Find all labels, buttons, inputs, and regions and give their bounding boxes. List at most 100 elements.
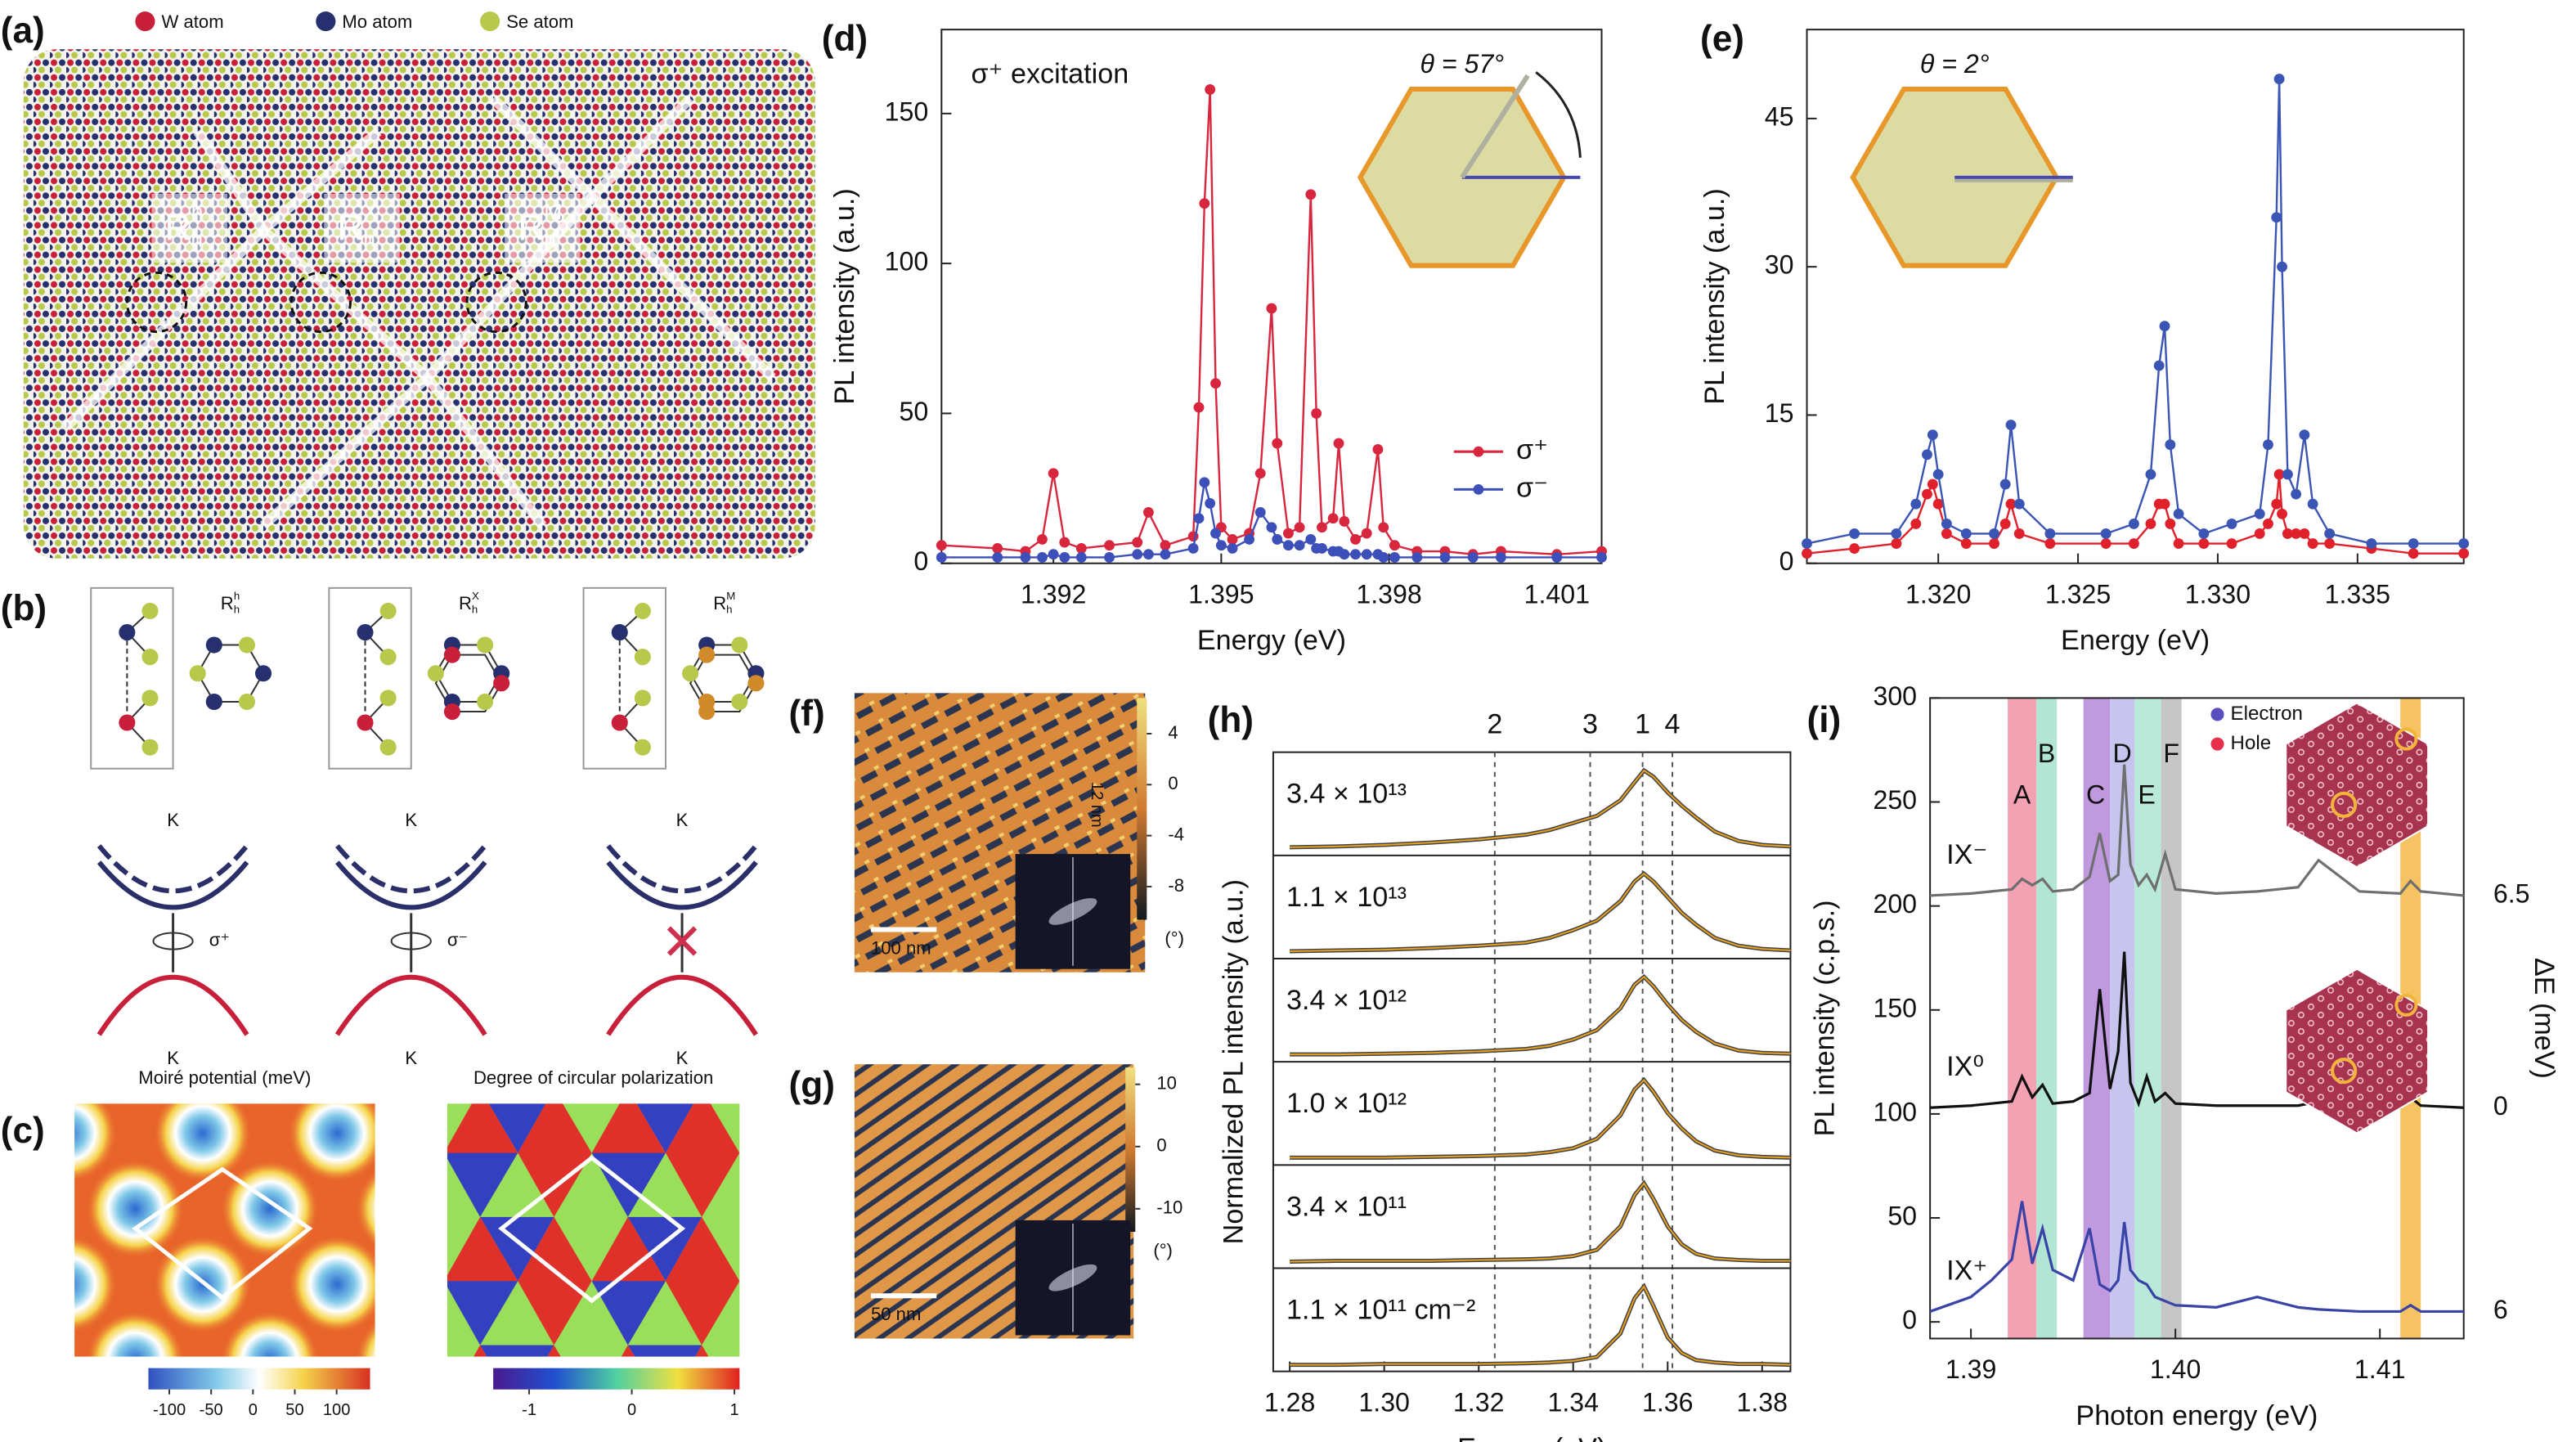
data-point [1104, 551, 1115, 563]
data-point [1254, 468, 1266, 479]
label: B [2038, 739, 2055, 768]
moire-boundary [588, 95, 694, 201]
label: Se atom [506, 11, 573, 32]
data-point [1910, 498, 1922, 510]
label-base: R [165, 208, 191, 248]
data-point [2408, 538, 2419, 549]
label: 1.39 [1945, 1354, 1997, 1384]
data-point [2254, 508, 2265, 519]
label: Normalized PL intensity (a.u.) [1218, 879, 1250, 1244]
data-point [1294, 522, 1305, 533]
data-point [1327, 513, 1339, 524]
label: 100 [1873, 1097, 1917, 1126]
label: σ⁺ [1516, 434, 1548, 465]
atom [379, 602, 397, 620]
label: (°) [1165, 928, 1184, 948]
data-point [1932, 498, 1944, 510]
legend-atom [316, 11, 336, 32]
data-point [2458, 548, 2470, 559]
moire-boundary [489, 95, 595, 201]
data-point [2013, 498, 2025, 510]
data-point [1989, 528, 1999, 539]
data-point [2324, 538, 2336, 549]
atom [379, 739, 397, 756]
data-point [2100, 528, 2112, 539]
data-point [1160, 540, 1171, 551]
data-point [2128, 518, 2139, 529]
label: σ⁻ [1516, 472, 1548, 503]
label-sup: M [544, 200, 562, 224]
label-sup: X [472, 589, 479, 601]
label: 3.4 × 10¹² [1286, 985, 1407, 1016]
atom [238, 636, 255, 654]
data-point [1104, 540, 1115, 551]
label-sup: h [191, 200, 204, 224]
legend-dot [2210, 708, 2224, 721]
label: Energy (eV) [1457, 1433, 1606, 1442]
atom [141, 690, 159, 707]
label-sup: M [726, 589, 735, 601]
label: Energy (eV) [2061, 625, 2210, 656]
plot-frame [1929, 697, 2465, 1340]
data-point [1020, 551, 1031, 563]
label: 100 nm [871, 937, 931, 958]
label: Mo atom [342, 11, 412, 32]
atom [477, 693, 494, 711]
moire-boundary [260, 128, 382, 234]
label: 150 [1873, 993, 1917, 1022]
label: 100 [885, 247, 929, 276]
atom [634, 739, 651, 756]
label: 1 [729, 1401, 738, 1419]
legend-dot [2210, 737, 2224, 751]
data-point [1596, 551, 1607, 563]
label: 1.325 [2045, 579, 2111, 609]
atom [731, 636, 748, 654]
label: IX⁺ [1946, 1255, 1987, 1286]
stacking-label: RhM [518, 200, 562, 251]
atom [443, 703, 460, 721]
atom [141, 602, 159, 620]
data-point [1999, 518, 2011, 529]
colorbar [148, 1368, 370, 1390]
data-point [1350, 533, 1361, 545]
circular-arrow [152, 932, 194, 950]
data-point [1266, 522, 1277, 533]
label: 0 [913, 546, 928, 576]
atom [205, 693, 222, 711]
label: 1.28 [1264, 1387, 1316, 1417]
label: 0 [1779, 546, 1794, 576]
label: Moiré potential (meV) [138, 1067, 311, 1088]
label: K [167, 1048, 179, 1068]
data-point [1467, 551, 1479, 563]
data-point [1910, 518, 1922, 529]
label: 1.36 [1642, 1387, 1693, 1417]
moire-boundary [588, 193, 776, 382]
data-point [2005, 498, 2017, 510]
hex-bonds [689, 654, 757, 713]
data-point [1378, 522, 1389, 533]
colorbar [1137, 698, 1147, 920]
atom [254, 665, 272, 682]
label-sub: h [544, 227, 556, 251]
label: (g) [789, 1065, 835, 1105]
label: 1.401 [1524, 579, 1590, 609]
label: (e) [1700, 19, 1744, 59]
data-point [1960, 538, 1972, 549]
series-line [1930, 764, 2464, 897]
data-point [1132, 549, 1143, 560]
rotation-arrow [1535, 71, 1582, 158]
label-base: R [713, 593, 726, 613]
data-point [2044, 538, 2056, 549]
data-point [2159, 321, 2170, 332]
region-box [505, 193, 581, 263]
label: 1.41 [2354, 1354, 2406, 1384]
label: K [676, 1048, 689, 1068]
series-line [1806, 79, 2464, 545]
data-point [2291, 488, 2302, 500]
label: 100 [323, 1401, 350, 1419]
label-sup: X [363, 200, 378, 224]
label: 0 [249, 1401, 258, 1419]
exciton-site [2331, 1058, 2358, 1085]
data-point [1244, 533, 1254, 545]
circular-arrow [390, 932, 432, 950]
